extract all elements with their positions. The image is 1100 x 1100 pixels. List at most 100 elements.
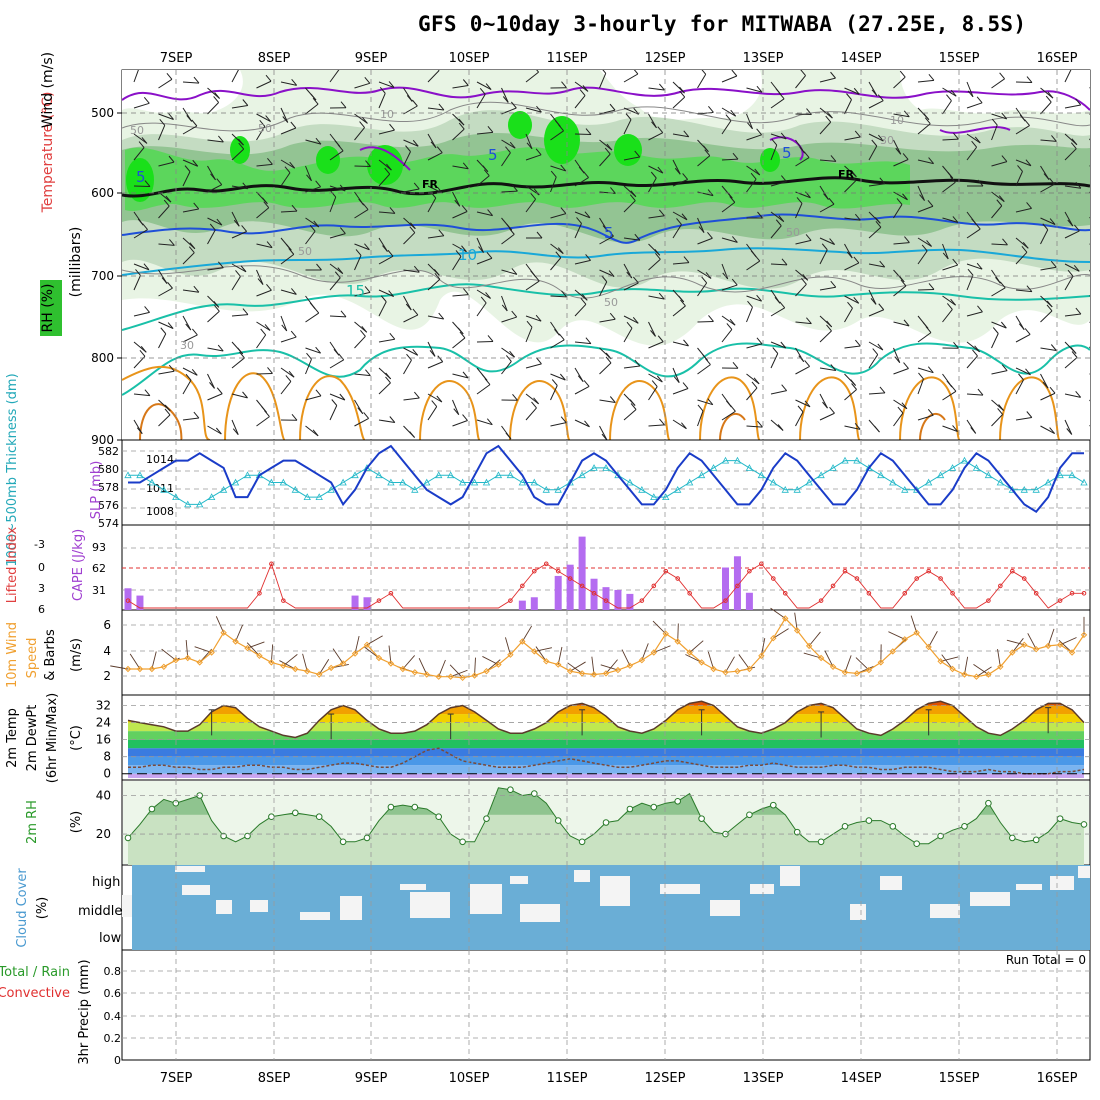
wind-barb [280,172,291,187]
wind-barb-flag [924,117,931,125]
wind-barb [844,87,860,95]
wind-barb [231,419,239,435]
wind-barb-flag [903,319,910,327]
ylabel-dewpt: 2m DewPt [25,705,40,772]
wind-barb-flag [707,189,714,196]
wind-barb [697,269,712,279]
wind-barb-flag [260,328,267,336]
wind-barb [721,75,738,83]
wind-barb [354,127,365,141]
wind-barb [388,645,392,664]
thickness-point [219,485,228,493]
wind-barb [525,185,540,196]
wind-barb-flag [1042,381,1049,389]
wind-barb [746,343,763,349]
wind-barb [1064,393,1081,398]
wind-barb-flag [967,90,974,98]
wind-barb [1089,346,1090,349]
upper-tick-label: 800 [91,351,114,365]
top-date-11SEP: 11SEP [547,51,588,66]
wind-barb [795,239,812,245]
wind-barb-flag [1000,321,1007,329]
wind-barb [427,185,443,194]
wind-barb [942,425,958,432]
wind-barb-flag [264,410,270,417]
wind-barb [942,217,959,223]
wind-barb [917,378,924,395]
temp-tick: 32 [96,699,111,713]
wind-barb-flag [953,341,959,349]
thickness-point [602,464,610,471]
wind-speed-point [507,651,514,658]
li-point [555,568,561,574]
wind-barb [746,425,763,428]
wind-barb [246,642,260,657]
wind-speed-point [877,659,885,666]
wind-speed-point [865,666,873,674]
wind-barb [599,281,608,297]
wind-barb-flag [533,274,540,282]
wind-speed-point [1032,645,1040,653]
wind-barb [819,367,836,371]
wind-barb-flag [411,99,418,107]
wind-barb [941,654,953,670]
ylabel-rh2m: 2m RH [25,800,40,844]
wind-barb [917,332,932,343]
wind-barb-flag [389,123,395,131]
wind-barb-flag [267,367,273,374]
wind-barb-flag [536,357,542,365]
wind-barb-flag [289,161,296,169]
wind-barb [1089,138,1090,141]
wind-barb-flag [871,139,878,147]
rh-point [1080,821,1088,828]
li-point [1081,590,1087,596]
wind-barb-flag [1025,368,1031,376]
wind-barb-flag [233,219,240,227]
cape-bar [745,592,753,610]
wind-barb [1089,216,1090,219]
wind-barb-flag [683,130,690,138]
wind-barb-flag [1046,300,1053,308]
wind-barb [966,274,974,291]
wind-barb-flag [217,261,224,269]
thickness-point [231,478,240,486]
wind-speed-point [805,642,813,650]
wind-barb [574,177,589,187]
wind-barb-flag [560,416,567,423]
wind-barb-flag [380,295,387,303]
wind-barb [942,100,952,115]
wind-barb [1040,229,1049,245]
wind-barb-flag [192,159,199,167]
top-date-8SEP: 8SEP [258,51,291,66]
thickness-point [435,471,443,479]
wind-barb [574,223,582,239]
top-date-7SEP: 7SEP [160,51,193,66]
wind-barb-flag [950,89,957,97]
wind-speed-point [124,665,132,673]
li-point [281,598,286,603]
wind-barb-flag [756,128,763,136]
thickness-point [1020,485,1028,493]
wind-barb-flag [168,113,174,120]
wind-barb [707,651,714,670]
wind-barb [917,123,931,135]
wind-speed-point [817,654,825,662]
wind-barb [158,191,172,203]
rh-point [1009,834,1016,842]
li-point [388,590,394,596]
wind-barb [893,412,904,427]
wind-barb [721,120,732,135]
li-point [986,598,991,603]
wind-barb-flag [949,176,956,183]
cape-bar [530,597,538,610]
wind-barb [1047,628,1055,647]
thickness-point [148,478,156,486]
wind-barb [1089,269,1090,273]
wind-barb-flag [822,401,828,409]
wind-barb-flag [315,137,322,145]
wind-barb-flag [315,180,322,188]
wind-barb [893,399,908,410]
wind-barb-flag [854,130,861,138]
wind-barb-flag [288,248,295,255]
wind-speed-point [399,665,407,673]
